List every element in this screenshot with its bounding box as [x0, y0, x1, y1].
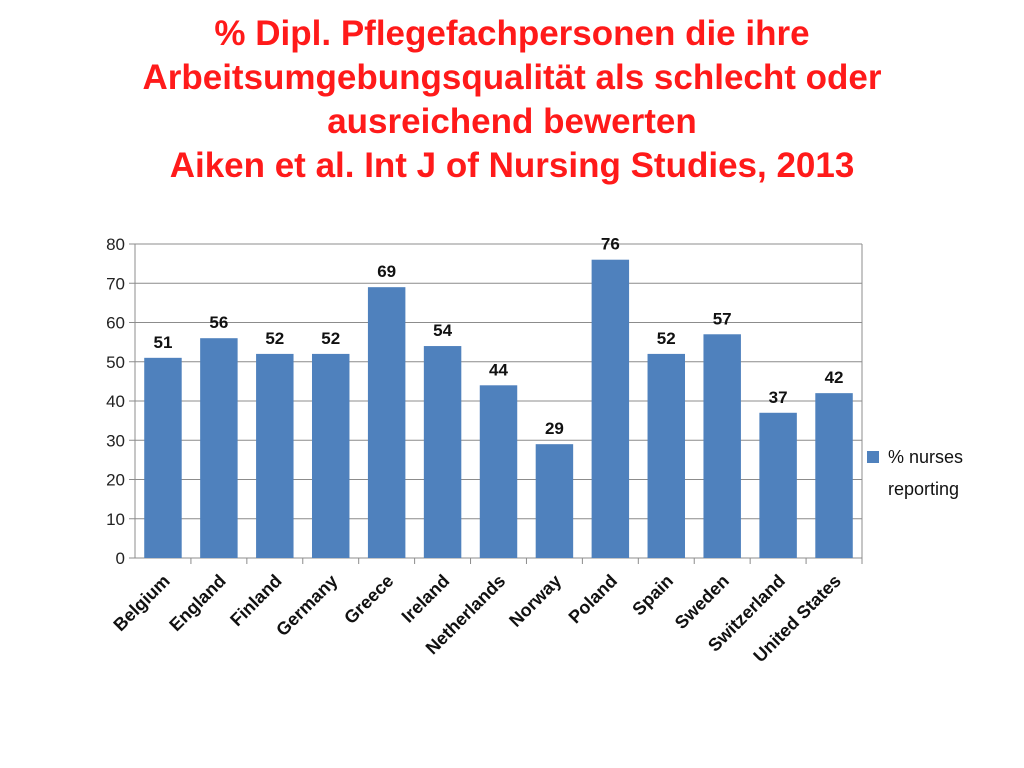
y-tick-label: 70: [106, 274, 125, 293]
bar: [591, 259, 630, 558]
data-label: 51: [154, 333, 173, 352]
x-tick-label: Spain: [628, 571, 677, 620]
data-label: 44: [489, 360, 508, 379]
title-line-1: % Dipl. Pflegefachpersonen die ihre: [214, 14, 810, 53]
y-tick-label: 10: [106, 510, 125, 529]
legend-label-line-1: % nurses: [888, 447, 963, 467]
title-line-3: ausreichend bewerten: [327, 102, 697, 141]
y-tick-label: 30: [106, 431, 125, 450]
bar: [367, 287, 406, 558]
data-label: 56: [209, 313, 228, 332]
y-tick-label: 20: [106, 471, 125, 490]
x-tick-label: Germany: [272, 571, 341, 640]
bar: [479, 385, 518, 558]
data-label: 57: [713, 309, 732, 328]
title-line-4: Aiken et al. Int J of Nursing Studies, 2…: [169, 146, 855, 185]
bar: [535, 444, 574, 558]
y-tick-label: 80: [106, 235, 125, 254]
slide-title: % Dipl. Pflegefachpersonen die ihre Arbe…: [0, 12, 1024, 188]
legend-swatch: [867, 451, 879, 463]
x-tick-label: Belgium: [109, 571, 173, 635]
y-tick-label: 50: [106, 353, 125, 372]
data-label: 29: [545, 419, 564, 438]
bar: [144, 357, 182, 558]
bar: [815, 393, 853, 558]
data-label: 42: [825, 368, 844, 387]
y-tick-label: 40: [106, 392, 125, 411]
x-tick-label: England: [165, 571, 229, 635]
bar: [703, 334, 741, 558]
x-tick-label: Greece: [340, 571, 397, 628]
data-label: 52: [265, 329, 284, 348]
data-label: 52: [321, 329, 340, 348]
bar: [200, 338, 238, 558]
data-label: 37: [769, 388, 788, 407]
title-line-2: Arbeitsumgebungsqualität als schlecht od…: [142, 58, 882, 97]
x-tick-label: Poland: [565, 571, 622, 628]
bar: [759, 412, 797, 558]
legend-label-line-2: reporting: [888, 479, 959, 499]
bar: [311, 353, 350, 558]
y-tick-label: 60: [106, 314, 125, 333]
bar: [423, 346, 462, 558]
bar: [256, 353, 294, 558]
data-label: 69: [377, 262, 396, 281]
bar: [647, 353, 686, 558]
data-label: 52: [657, 329, 676, 348]
x-tick-label: Norway: [505, 571, 565, 631]
data-label: 54: [433, 321, 452, 340]
x-tick-label: Ireland: [398, 571, 454, 627]
data-label: 76: [601, 235, 620, 254]
y-tick-label: 0: [116, 549, 125, 568]
